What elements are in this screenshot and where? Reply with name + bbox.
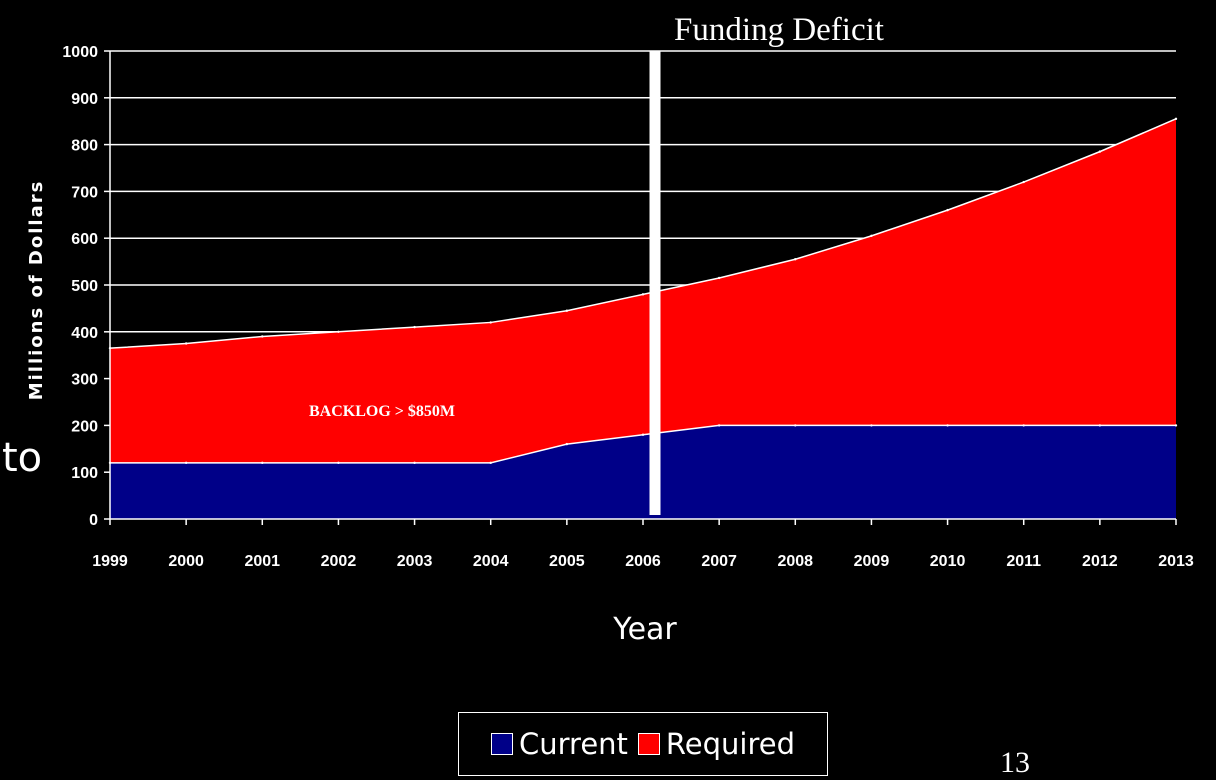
data-point-current-2008 [794, 424, 797, 427]
x-tick-labels: 1999 2000 2001 2002 2003 2004 2005 2006 2007 2008… [92, 519, 1194, 570]
data-point-current-2005 [565, 442, 569, 446]
backlog-annotation: BACKLOG > $850M [309, 403, 455, 420]
side-text-fragment: to [2, 435, 43, 481]
data-point-required-2009 [870, 234, 873, 238]
legend: Current Required [458, 712, 828, 776]
x-tick-label-2011: 2011 [1006, 553, 1041, 570]
data-point-required-2004 [489, 321, 492, 324]
chart-title: Funding Deficit [674, 12, 884, 48]
data-point-required-2001 [261, 335, 264, 338]
x-tick-label-2009: 2009 [854, 553, 890, 570]
data-point-current-2009 [870, 424, 873, 427]
y-tick-label-0: 0 [89, 512, 98, 529]
data-point-current-2004 [489, 461, 492, 465]
x-tick-label-2006: 2006 [625, 553, 661, 570]
x-tick-label-2001: 2001 [244, 553, 280, 570]
y-tick-labels: 0 100 200 300 400 500 600 700 800 900 1000 [62, 44, 110, 529]
y-tick-label-500: 500 [71, 278, 98, 295]
y-tick-label-300: 300 [71, 372, 98, 389]
series-area-required [110, 118, 1176, 520]
page-number: 13 [1000, 746, 1030, 779]
x-tick-label-2008: 2008 [777, 553, 813, 570]
legend-label-required: Required [665, 727, 795, 761]
y-tick-label-1000: 1000 [62, 44, 98, 61]
x-tick-label-2013: 2013 [1158, 553, 1194, 570]
y-tick-label-400: 400 [71, 325, 98, 342]
data-point-current-2006 [641, 433, 645, 436]
legend-label-current: Current [519, 727, 628, 761]
y-tick-label-800: 800 [71, 138, 98, 155]
data-point-required-2013 [1174, 117, 1178, 121]
data-point-current-2007 [717, 424, 721, 427]
data-point-required-2008 [794, 258, 797, 261]
y-tick-label-700: 700 [71, 184, 98, 201]
x-tick-label-2012: 2012 [1082, 553, 1118, 570]
data-point-required-2010 [946, 208, 949, 212]
x-tick-label-2010: 2010 [930, 553, 966, 570]
data-point-required-2002 [337, 330, 340, 333]
x-tick-label-2003: 2003 [397, 553, 433, 570]
legend-swatch-current [491, 733, 513, 755]
area-series [108, 117, 1178, 520]
data-point-current-2001 [261, 461, 264, 465]
legend-item-current: Current [491, 727, 628, 761]
y-axis-title: Millions of Dollars [26, 180, 47, 401]
data-point-required-2006 [641, 293, 645, 296]
data-point-current-2010 [946, 424, 949, 427]
data-point-current-2002 [337, 461, 340, 465]
data-point-required-2012 [1098, 150, 1102, 153]
data-point-required-2000 [184, 342, 188, 345]
x-tick-label-2000: 2000 [168, 553, 204, 570]
x-tick-label-2007: 2007 [701, 553, 737, 570]
data-point-current-2003 [413, 461, 416, 465]
current-year-divider [649, 51, 661, 515]
data-point-required-2007 [717, 276, 721, 280]
data-point-required-2003 [413, 325, 416, 329]
x-tick-label-1999: 1999 [92, 553, 128, 570]
data-point-required-2011 [1022, 180, 1025, 184]
x-tick-label-2005: 2005 [549, 553, 585, 570]
data-point-current-2012 [1098, 424, 1102, 427]
y-tick-label-200: 200 [71, 418, 98, 435]
y-tick-label-900: 900 [71, 91, 98, 108]
data-point-current-2000 [184, 461, 188, 465]
y-tick-label-600: 600 [71, 231, 98, 248]
data-point-current-2013 [1174, 424, 1178, 427]
legend-item-required: Required [637, 727, 795, 761]
x-tick-label-2004: 2004 [473, 553, 509, 570]
series-area-current [110, 425, 1176, 519]
x-axis-title: Year [613, 612, 677, 647]
legend-swatch-required [637, 733, 660, 755]
x-tick-label-2002: 2002 [321, 553, 357, 570]
y-tick-label-100: 100 [71, 465, 98, 482]
data-point-current-2011 [1022, 424, 1025, 427]
data-point-required-2005 [565, 309, 569, 312]
